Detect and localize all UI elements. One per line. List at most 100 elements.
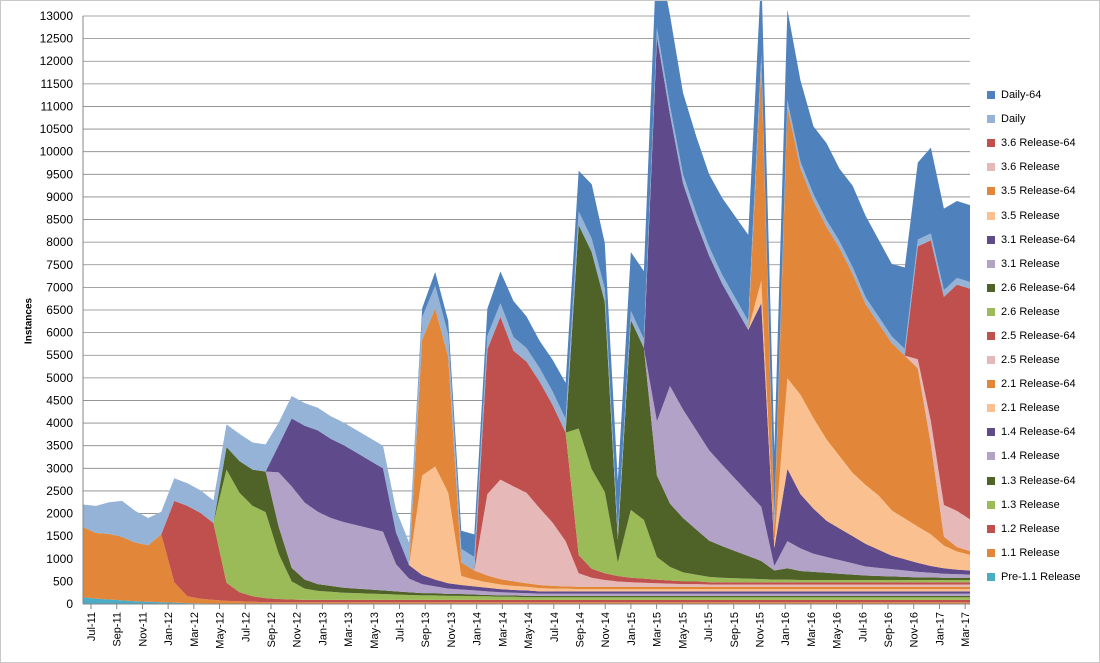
- legend-swatch: [987, 307, 995, 316]
- x-tick-label: Sep-13: [420, 612, 432, 647]
- x-tick-label: Nov-12: [292, 612, 304, 647]
- legend-label: 3.1 Release-64: [1001, 233, 1076, 246]
- y-tick-label: 4500: [46, 393, 73, 407]
- y-tick-label: 3500: [46, 439, 73, 453]
- y-axis-title-text: Instances: [23, 297, 35, 345]
- y-tick-label: 13000: [40, 9, 74, 23]
- legend-item: 2.6 Release-64: [987, 276, 1097, 300]
- legend-swatch: [987, 404, 995, 413]
- legend-label: 3.6 Release-64: [1001, 137, 1076, 150]
- legend-label: 1.1 Release: [1001, 546, 1060, 559]
- legend-item: 2.1 Release-64: [987, 372, 1097, 396]
- legend-label: 2.5 Release-64: [1001, 329, 1076, 342]
- y-tick-label: 6000: [46, 326, 73, 340]
- x-tick-label: Nov-11: [137, 612, 149, 647]
- legend-swatch: [987, 331, 995, 340]
- legend-label: 1.4 Release-64: [1001, 426, 1076, 439]
- legend-swatch: [987, 259, 995, 268]
- legend-swatch: [987, 380, 995, 389]
- legend-item: 1.4 Release: [987, 444, 1097, 468]
- y-tick-label: 0: [66, 597, 73, 611]
- legend-swatch: [987, 356, 995, 365]
- legend-label: 1.4 Release: [1001, 450, 1060, 463]
- x-tick-label: Jan-13: [317, 612, 329, 646]
- x-tick-label: Mar-12: [189, 612, 201, 647]
- legend-swatch: [987, 115, 995, 124]
- area-3-5-release-64: [83, 36, 970, 571]
- x-tick-label: Sep-12: [266, 612, 278, 647]
- y-tick-label: 9500: [46, 167, 73, 181]
- legend-swatch: [987, 572, 995, 581]
- x-tick-label: Nov-14: [600, 612, 612, 647]
- y-tick-label: 10000: [40, 145, 74, 159]
- x-tick-label: Nov-15: [754, 612, 766, 647]
- y-tick-label: 2500: [46, 484, 73, 498]
- x-tick-label: Jul-15: [703, 612, 715, 642]
- area-series: [83, 1, 970, 604]
- legend-item: Pre-1.1 Release: [987, 565, 1097, 589]
- area-3-5-release: [83, 36, 970, 571]
- legend-swatch: [987, 235, 995, 244]
- legend-swatch: [987, 187, 995, 196]
- x-tick-label: Jul-14: [549, 612, 561, 642]
- legend-swatch: [987, 211, 995, 220]
- legend-item: 3.1 Release: [987, 252, 1097, 276]
- x-tick-label: Jan-17: [934, 612, 946, 646]
- y-tick-label: 5500: [46, 348, 73, 362]
- legend-item: 1.2 Release: [987, 517, 1097, 541]
- y-axis-title: Instances: [7, 261, 51, 381]
- x-tick-label: Jan-12: [163, 612, 175, 646]
- legend-item: 2.6 Release: [987, 300, 1097, 324]
- y-tick-label: 8500: [46, 213, 73, 227]
- x-tick-label: Mar-17: [960, 612, 972, 647]
- x-tick-label: Sep-16: [883, 612, 895, 647]
- legend-swatch: [987, 548, 995, 557]
- legend-label: 2.1 Release-64: [1001, 378, 1076, 391]
- legend-label: 1.2 Release: [1001, 522, 1060, 535]
- area-1-2-release: [83, 500, 970, 603]
- legend-item: 1.1 Release: [987, 541, 1097, 565]
- x-tick-label: Mar-15: [652, 612, 664, 647]
- legend-item: Daily-64: [987, 83, 1097, 107]
- legend-swatch: [987, 163, 995, 172]
- legend-item: 1.3 Release-64: [987, 469, 1097, 493]
- area-1-1-release: [83, 527, 970, 604]
- x-tick-label: Sep-15: [729, 612, 741, 647]
- legend-swatch: [987, 428, 995, 437]
- x-tick-label: May-15: [677, 612, 689, 649]
- y-tick-label: 11500: [41, 77, 74, 91]
- legend-swatch: [987, 476, 995, 485]
- x-tick-label: May-13: [369, 612, 381, 649]
- x-tick-label: May-12: [215, 612, 227, 649]
- area-3-1-release-64: [83, 36, 970, 575]
- legend-item: 2.5 Release: [987, 348, 1097, 372]
- y-tick-label: 8000: [46, 235, 73, 249]
- y-tick-label: 3000: [46, 461, 73, 475]
- x-tick-label: Jan-15: [626, 612, 638, 646]
- legend-swatch: [987, 524, 995, 533]
- area-pre-1-1-release: [83, 597, 970, 604]
- y-tick-label: 7500: [46, 258, 73, 272]
- axes: 0 500 1000 1500 2000 2500 3000 3500 4000 4500 5000…: [40, 9, 973, 649]
- legend-item: 1.4 Release-64: [987, 420, 1097, 444]
- legend-item: Daily: [987, 107, 1097, 131]
- legend-label: 2.1 Release: [1001, 402, 1060, 415]
- legend-item: 3.6 Release-64: [987, 131, 1097, 155]
- x-tick-label: Sep-14: [574, 612, 586, 647]
- x-tick-label: May-14: [523, 612, 535, 649]
- x-tick-label: Jul-16: [857, 612, 869, 642]
- legend-label: 2.6 Release: [1001, 305, 1060, 318]
- x-tick-label: Mar-14: [497, 612, 509, 647]
- x-tick-label: Jan-14: [472, 612, 484, 646]
- legend-item: 3.5 Release: [987, 203, 1097, 227]
- x-tick-label: Mar-13: [343, 612, 355, 647]
- legend-label: 1.3 Release: [1001, 498, 1060, 511]
- y-tick-label: 9000: [46, 190, 73, 204]
- x-tick-label: May-16: [832, 612, 844, 649]
- legend-item: 2.5 Release-64: [987, 324, 1097, 348]
- x-tick-label: Nov-13: [446, 612, 458, 647]
- x-tick-label: Jul-12: [240, 612, 252, 642]
- y-tick-label: 12000: [40, 54, 74, 68]
